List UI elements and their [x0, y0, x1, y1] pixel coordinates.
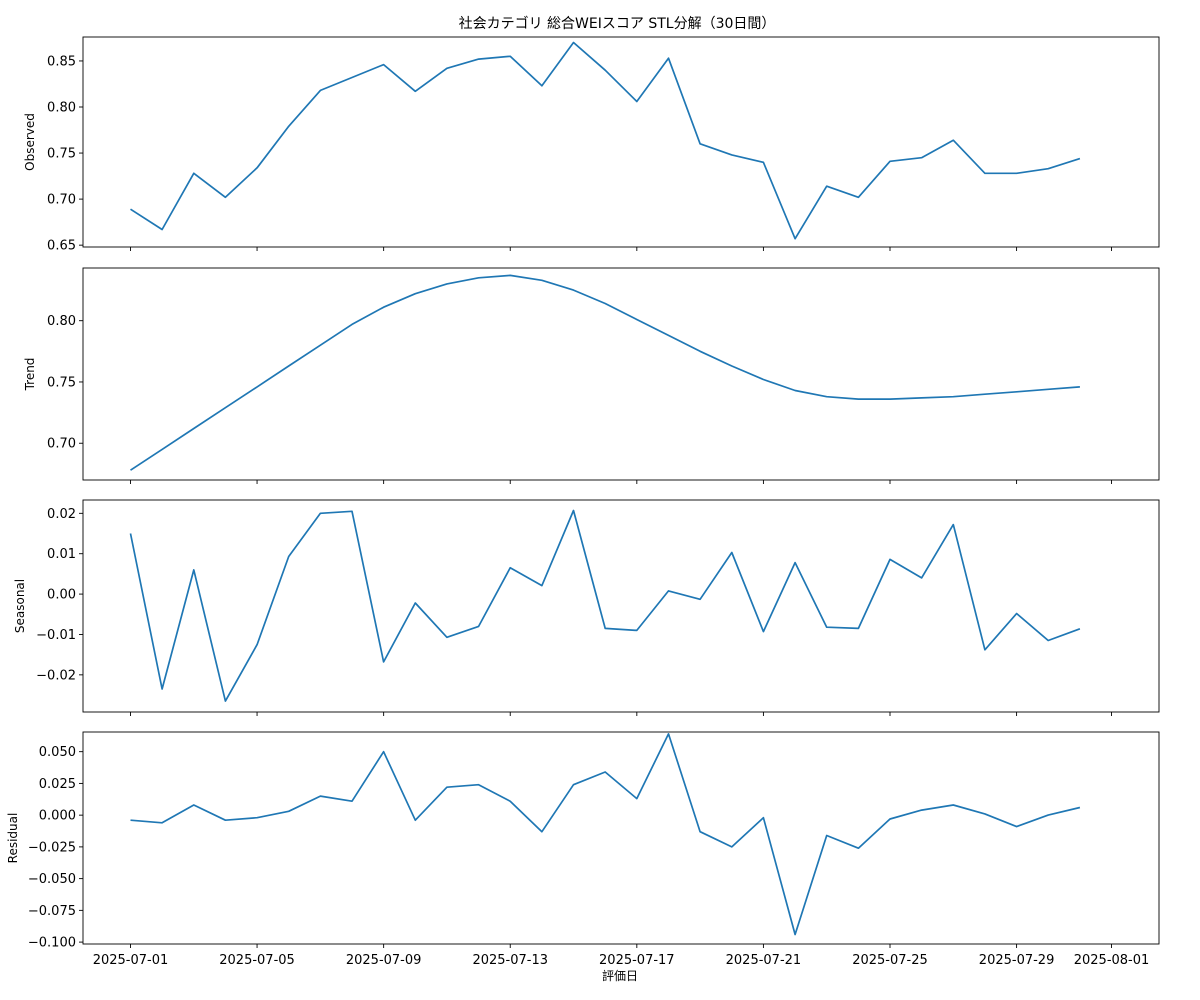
y-tick-label: −0.025 — [28, 840, 76, 855]
x-tick-label: 2025-08-01 — [1074, 953, 1150, 968]
trend-axes-frame — [82, 267, 1160, 481]
residual-axes-frame — [82, 731, 1160, 945]
subplot-panels: 0.65 0.70 0.75 0.80 0.85 Observed 0.70 0.75 0.80… — [6, 36, 1160, 968]
residual-series-line — [130, 733, 1081, 936]
y-tick-label: 0.000 — [39, 809, 76, 824]
figure-title: 社会カテゴリ 総合WEIスコア STL分解（30日間） — [459, 15, 776, 32]
y-tick-label: −0.02 — [36, 668, 76, 683]
y-tick-label: 0.75 — [47, 147, 76, 162]
observed-panel: 0.65 0.70 0.75 0.80 0.85 Observed — [23, 36, 1160, 254]
y-tick-label: −0.01 — [36, 628, 76, 643]
x-tick-label: 2025-07-29 — [979, 953, 1055, 968]
y-tick-label: 0.80 — [47, 101, 76, 116]
observed-series-line — [130, 41, 1081, 240]
y-tick-label: 0.025 — [39, 777, 76, 792]
y-tick-label: 0.050 — [39, 745, 76, 760]
x-tick-label: 2025-07-13 — [472, 953, 548, 968]
y-tick-label: 0.02 — [47, 507, 76, 522]
y-tick-label: 0.70 — [47, 193, 76, 208]
trend-series-line — [130, 274, 1080, 471]
y-tick-label: 0.01 — [47, 547, 76, 562]
y-tick-label: 0.70 — [47, 437, 76, 452]
seasonal-y-label: Seasonal — [13, 579, 27, 633]
x-tick-label: 2025-07-09 — [346, 953, 422, 968]
x-tick-label: 2025-07-17 — [599, 953, 675, 968]
seasonal-axes-frame — [82, 499, 1160, 713]
y-tick-label: 0.00 — [47, 588, 76, 603]
y-tick-label: −0.050 — [28, 872, 76, 887]
observed-y-label: Observed — [23, 113, 37, 171]
x-tick-label: 2025-07-25 — [852, 953, 928, 968]
residual-y-label: Residual — [6, 813, 20, 864]
x-tick-label: 2025-07-01 — [93, 953, 169, 968]
seasonal-panel: −0.02 −0.01 0.00 0.01 0.02 Seasonal — [13, 499, 1160, 716]
y-tick-label: 0.85 — [47, 54, 76, 69]
x-tick-label: 2025-07-21 — [726, 953, 802, 968]
seasonal-series-line — [129, 509, 1081, 702]
observed-axes-frame — [82, 36, 1160, 248]
y-tick-label: 0.80 — [47, 314, 76, 329]
residual-panel: −0.100 −0.075 −0.050 −0.025 0.000 0.025 0.050 R… — [6, 731, 1160, 968]
x-tick-label: 2025-07-05 — [219, 953, 295, 968]
y-tick-label: −0.075 — [28, 904, 76, 919]
y-tick-label: 0.75 — [47, 375, 76, 390]
trend-y-label: Trend — [23, 358, 37, 392]
y-tick-label: −0.100 — [28, 936, 76, 951]
y-tick-label: 0.65 — [47, 239, 76, 254]
trend-panel: 0.70 0.75 0.80 Trend — [23, 267, 1160, 484]
x-axis-label: 評価日 — [602, 968, 638, 983]
